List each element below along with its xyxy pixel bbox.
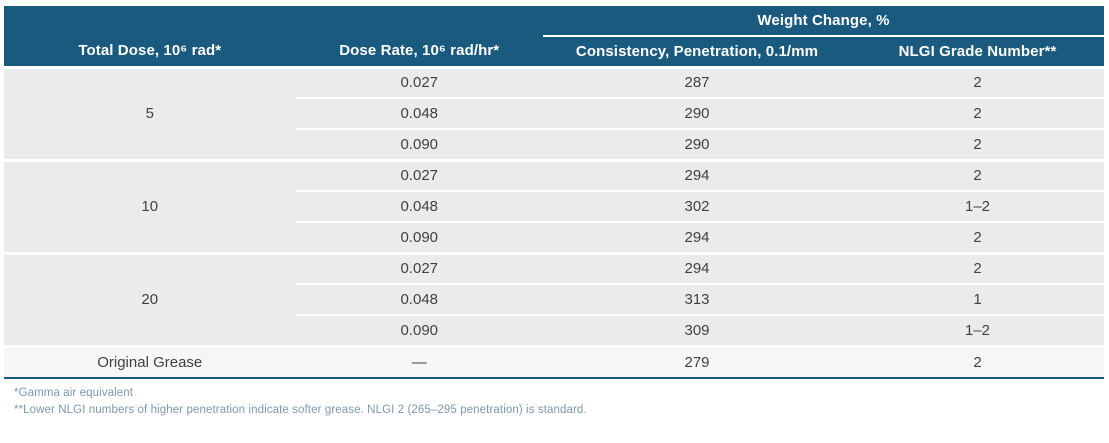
col-header-consistency: Consistency, Penetration, 0.1/mm	[543, 36, 851, 67]
table-row-original-grease: Original Grease — 279 2	[4, 344, 1104, 377]
original-grease-label: Original Grease	[4, 344, 296, 377]
radiation-grease-table-page: Weight Change, % Total Dose, 10⁶ rad* Do…	[4, 6, 1104, 420]
dose-rate-cell: —	[295, 344, 543, 377]
spanning-header-row: Weight Change, %	[4, 6, 1104, 37]
nlgi-grade-cell: 2	[851, 158, 1104, 191]
col-header-nlgi-grade: NLGI Grade Number**	[851, 36, 1104, 67]
nlgi-grade-cell: 2	[851, 344, 1104, 377]
nlgi-grade-cell: 2	[851, 221, 1104, 253]
consistency-cell: 290	[543, 97, 851, 129]
radiation-grease-table: Weight Change, % Total Dose, 10⁶ rad* Do…	[4, 6, 1104, 377]
nlgi-grade-cell: 2	[851, 97, 1104, 129]
dose-rate-cell: 0.090	[295, 221, 543, 253]
consistency-cell: 309	[543, 314, 851, 346]
consistency-cell: 294	[543, 158, 851, 191]
consistency-cell: 290	[543, 128, 851, 160]
consistency-cell: 287	[543, 65, 851, 98]
dose-rate-cell: 0.048	[295, 283, 543, 315]
total-dose-cell: 5	[4, 65, 296, 160]
total-dose-cell: 10	[4, 158, 296, 253]
bottom-divider	[4, 377, 1104, 379]
header-spacer	[4, 6, 543, 36]
nlgi-grade-cell: 1	[851, 283, 1104, 315]
table-row: 5 0.027 287 2	[4, 65, 1104, 160]
dose-rate-cell: 0.027	[295, 251, 543, 284]
dose-rate-cell: 0.027	[295, 158, 543, 191]
table-row: 0.048 302 1–2	[4, 190, 1104, 222]
dose-rate-cell: 0.048	[295, 190, 543, 222]
consistency-cell: 294	[543, 221, 851, 253]
footnote-gamma: *Gamma air equivalent	[14, 387, 134, 399]
dose-rate-cell: 0.090	[295, 314, 543, 346]
weight-change-spanning-header: Weight Change, %	[543, 6, 1104, 37]
column-header-row: Total Dose, 10⁶ rad* Dose Rate, 10⁶ rad/…	[4, 36, 1104, 67]
nlgi-grade-cell: 2	[851, 128, 1104, 160]
table-row: 0.048 313 1	[4, 283, 1104, 315]
consistency-cell: 302	[543, 190, 851, 222]
table-row: 0.090 294 2	[4, 221, 1104, 253]
footnote-nlgi: **Lower NLGI numbers of higher penetrati…	[14, 404, 587, 417]
consistency-cell: 313	[543, 283, 851, 315]
nlgi-grade-cell: 2	[851, 65, 1104, 98]
table-row: 0.090 290 2	[4, 128, 1104, 160]
table-body: 5 0.027 287 2 0.048 290 2 0.090 290 2 10…	[4, 65, 1104, 377]
nlgi-grade-cell: 2	[851, 251, 1104, 284]
total-dose-cell: 20	[4, 251, 296, 346]
table-row: 0.090 309 1–2	[4, 314, 1104, 346]
table-row: 0.048 290 2	[4, 97, 1104, 129]
dose-rate-cell: 0.027	[295, 65, 543, 98]
consistency-cell: 279	[543, 344, 851, 377]
nlgi-grade-cell: 1–2	[851, 314, 1104, 346]
dose-rate-cell: 0.048	[295, 97, 543, 129]
col-header-dose-rate: Dose Rate, 10⁶ rad/hr*	[295, 36, 543, 67]
table-header: Weight Change, % Total Dose, 10⁶ rad* Do…	[4, 6, 1104, 67]
nlgi-grade-cell: 1–2	[851, 190, 1104, 222]
consistency-cell: 294	[543, 251, 851, 284]
dose-rate-cell: 0.090	[295, 128, 543, 160]
footnotes: *Gamma air equivalent **Lower NLGI numbe…	[4, 379, 1104, 420]
col-header-total-dose: Total Dose, 10⁶ rad*	[4, 36, 296, 67]
table-row: 10 0.027 294 2	[4, 158, 1104, 253]
table-row: 20 0.027 294 2	[4, 251, 1104, 346]
